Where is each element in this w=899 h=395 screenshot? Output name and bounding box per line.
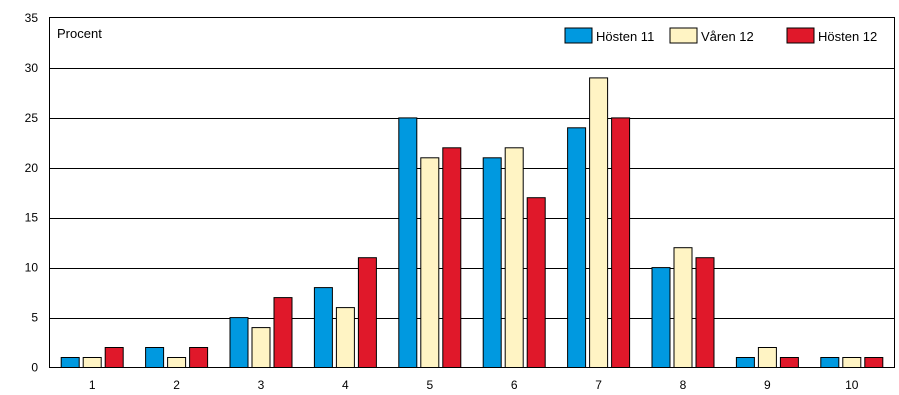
bar-series-3-cat-3	[273, 297, 293, 369]
bar-series-1-cat-1	[60, 357, 80, 368]
bar-series-2-cat-7	[589, 77, 609, 369]
bar-series-3-cat-7	[611, 117, 631, 369]
y-tick-label: 15	[25, 211, 39, 225]
x-tick-label: 3	[258, 378, 265, 392]
bar-series-3-cat-4	[357, 257, 377, 369]
bar-series-2-cat-1	[82, 357, 102, 368]
bar-series-3-cat-5	[442, 147, 462, 368]
gridlines	[50, 68, 894, 319]
bar-series-3-cat-1	[104, 347, 124, 368]
bar-series-2-cat-4	[335, 307, 355, 369]
x-tick-label: 9	[764, 378, 771, 392]
y-tick-label: 10	[25, 261, 39, 275]
bar-series-2-cat-2	[167, 357, 187, 368]
bar-series-2-cat-5	[420, 157, 440, 368]
x-tick-label: 6	[511, 378, 518, 392]
bar-series-3-cat-9	[779, 357, 799, 368]
x-tick-label: 8	[680, 378, 687, 392]
bar-series-1-cat-7	[567, 127, 587, 368]
legend: Hösten 11 Våren 12 Hösten 12	[564, 27, 877, 44]
legend-swatch	[669, 27, 698, 44]
x-tick-label: 2	[173, 378, 180, 392]
bar-series-2-cat-3	[251, 327, 271, 369]
bar-series-2-cat-6	[504, 147, 524, 368]
y-tick-labels: 0 5 10 15 20 25 30 35	[25, 11, 39, 375]
y-tick-label: 5	[31, 311, 38, 325]
bar-series-3-cat-2	[189, 347, 209, 368]
plot-frame	[49, 17, 895, 368]
y-tick-label: 35	[25, 11, 39, 25]
bar-series-1-cat-4	[313, 287, 333, 369]
bar-series-1-cat-8	[651, 267, 671, 369]
legend-swatch	[564, 27, 593, 44]
legend-label: Våren 12	[701, 29, 754, 44]
x-tick-label: 1	[89, 378, 96, 392]
bar-series-3-cat-10	[864, 357, 884, 368]
y-tick-label: 25	[25, 111, 39, 125]
bar-series-1-cat-6	[482, 157, 502, 368]
y-tick-label: 30	[25, 61, 39, 75]
bar-series-1-cat-9	[735, 357, 755, 368]
y-axis-label: Procent	[57, 26, 102, 41]
x-tick-label: 4	[342, 378, 349, 392]
legend-label: Hösten 12	[818, 29, 877, 44]
legend-label: Hösten 11	[596, 29, 654, 44]
bar-series-2-cat-9	[757, 347, 777, 368]
legend-swatch	[786, 27, 815, 44]
x-tick-labels: 1 2 3 4 5 6 7 8 9 10	[89, 378, 859, 392]
bar-series-3-cat-6	[526, 197, 546, 368]
bar-series-1-cat-5	[398, 117, 418, 369]
x-tick-label: 5	[426, 378, 433, 392]
bar-series-1-cat-2	[145, 347, 165, 368]
bar-series-3-cat-8	[695, 257, 715, 369]
bar-series-2-cat-8	[673, 247, 693, 368]
y-tick-label: 0	[31, 361, 38, 375]
bar-series-1-cat-10	[820, 357, 840, 368]
x-tick-label: 10	[845, 378, 859, 392]
y-tick-label: 20	[25, 161, 39, 175]
bars	[60, 77, 884, 369]
bar-series-2-cat-10	[842, 357, 862, 368]
bar-series-1-cat-3	[229, 317, 249, 369]
x-tick-label: 7	[595, 378, 602, 392]
